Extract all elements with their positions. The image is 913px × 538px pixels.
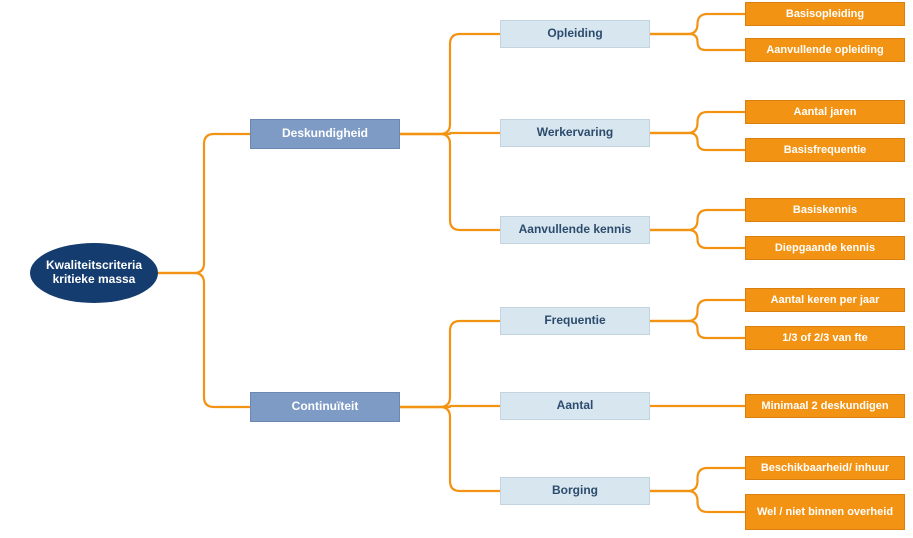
- leaf-aantalkeren: Aantal keren per jaar: [745, 288, 905, 312]
- branch-label: Deskundigheid: [282, 127, 368, 141]
- leaf-label: Aanvullende opleiding: [766, 44, 883, 57]
- leaf-label: Aantal jaren: [794, 106, 857, 119]
- sub-label: Borging: [552, 484, 598, 498]
- leaf-aantaljaren: Aantal jaren: [745, 100, 905, 124]
- branch-continuiteit: Continuïteit: [250, 392, 400, 422]
- sub-label: Frequentie: [544, 314, 605, 328]
- sub-aanvkennis: Aanvullende kennis: [500, 216, 650, 244]
- leaf-label: Aantal keren per jaar: [771, 294, 880, 307]
- leaf-basiskennis: Basiskennis: [745, 198, 905, 222]
- leaf-label: Beschikbaarheid/ inhuur: [761, 462, 889, 475]
- leaf-label: 1/3 of 2/3 van fte: [782, 332, 868, 345]
- diagram-canvas: { "diagram": { "type": "tree", "canvas":…: [0, 0, 913, 538]
- sub-label: Opleiding: [547, 27, 602, 41]
- leaf-label: Basisopleiding: [786, 8, 864, 21]
- leaf-basisfrequentie: Basisfrequentie: [745, 138, 905, 162]
- leaf-aanvopleiding: Aanvullende opleiding: [745, 38, 905, 62]
- leaf-label: Basiskennis: [793, 204, 857, 217]
- leaf-overheid: Wel / niet binnen overheid: [745, 494, 905, 530]
- leaf-min2desk: Minimaal 2 deskundigen: [745, 394, 905, 418]
- branch-deskundigheid: Deskundigheid: [250, 119, 400, 149]
- sub-aantal: Aantal: [500, 392, 650, 420]
- root-label: Kwaliteitscriteria kritieke massa: [36, 259, 152, 287]
- sub-label: Werkervaring: [537, 126, 613, 140]
- leaf-fte: 1/3 of 2/3 van fte: [745, 326, 905, 350]
- root-node: Kwaliteitscriteria kritieke massa: [30, 243, 158, 303]
- leaf-label: Basisfrequentie: [784, 144, 867, 157]
- sub-label: Aantal: [557, 399, 594, 413]
- sub-werkervaring: Werkervaring: [500, 119, 650, 147]
- leaf-diepgaandekennis: Diepgaande kennis: [745, 236, 905, 260]
- leaf-label: Diepgaande kennis: [775, 242, 875, 255]
- sub-label: Aanvullende kennis: [519, 223, 632, 237]
- sub-opleiding: Opleiding: [500, 20, 650, 48]
- leaf-label: Minimaal 2 deskundigen: [761, 400, 888, 413]
- branch-label: Continuïteit: [292, 400, 359, 414]
- leaf-label: Wel / niet binnen overheid: [757, 506, 893, 519]
- sub-frequentie: Frequentie: [500, 307, 650, 335]
- leaf-basisopleiding: Basisopleiding: [745, 2, 905, 26]
- sub-borging: Borging: [500, 477, 650, 505]
- leaf-beschikbaarheid: Beschikbaarheid/ inhuur: [745, 456, 905, 480]
